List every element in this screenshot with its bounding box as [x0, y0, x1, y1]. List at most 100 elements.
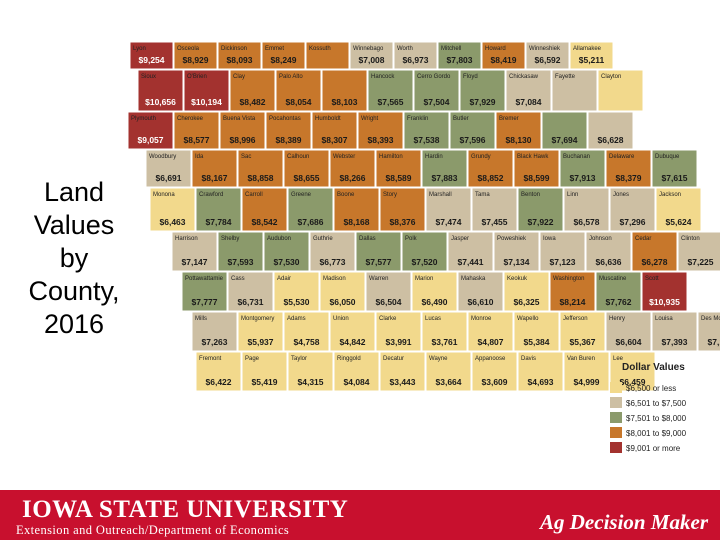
county-name: Osceola	[177, 46, 200, 52]
brand-logo: Ag Decision Maker	[540, 510, 708, 534]
county-value: $7,504	[424, 97, 450, 107]
county-name: Davis	[521, 356, 536, 362]
legend-label: $7,501 to $8,000	[626, 414, 687, 423]
county-shape	[329, 311, 376, 352]
county-name: Webster	[333, 154, 355, 160]
county-shape	[129, 41, 174, 70]
county-shape	[471, 351, 518, 392]
county-value: $8,093	[227, 55, 253, 65]
county-name: Ringgold	[337, 356, 361, 362]
county-value: $7,263	[202, 337, 228, 347]
county-value: $7,913	[570, 173, 596, 183]
county-value: $8,168	[344, 217, 370, 227]
county-shape	[283, 311, 330, 352]
footer-banner: IOWA STATE UNIVERSITY Extension and Outr…	[0, 490, 720, 540]
county-name: Cerro Gordo	[417, 74, 451, 80]
county-name: Polk	[405, 236, 418, 242]
county-map-svg: Lyon $9,254 Osceola $8,929 Dickinson $8,093 Em…	[127, 41, 720, 453]
county-value: $8,393	[368, 135, 394, 145]
county-value: $6,278	[642, 257, 668, 267]
county-name: Johnson	[589, 236, 612, 242]
county-shape	[171, 231, 218, 272]
county-name: Floyd	[463, 74, 478, 80]
county-value: $10,935	[649, 297, 680, 307]
legend-label: $6,500 or less	[626, 384, 676, 393]
county-name: Adams	[287, 316, 306, 322]
county-value: $3,443	[390, 377, 416, 387]
county-shape	[563, 187, 610, 232]
county-name: Franklin	[407, 116, 428, 122]
county-shape	[149, 187, 196, 232]
county-name: Calhoun	[287, 154, 309, 160]
county-value: $8,266	[340, 173, 366, 183]
county-value: $7,922	[528, 217, 554, 227]
county-value: $4,315	[298, 377, 324, 387]
county-name: Delaware	[609, 154, 635, 160]
county-value: $7,596	[460, 135, 486, 145]
county-shape	[585, 231, 632, 272]
county-shape	[559, 149, 606, 188]
county-shape	[375, 149, 422, 188]
county-shape	[173, 41, 218, 70]
county-shape	[321, 69, 368, 112]
county-shape	[401, 231, 448, 272]
county-value: $6,422	[206, 377, 232, 387]
county-name: Dubuque	[655, 154, 680, 160]
county-name: Jackson	[659, 192, 681, 198]
county-value: $8,307	[322, 135, 348, 145]
county-shape	[195, 187, 242, 232]
county-name: Pocahontas	[269, 116, 301, 122]
county-shape	[145, 149, 192, 188]
county-value: $6,636	[596, 257, 622, 267]
county-name: Jefferson	[563, 316, 588, 322]
county-shape	[495, 111, 542, 150]
county-value: $7,883	[432, 173, 458, 183]
county-value: $7,694	[552, 135, 578, 145]
county-shape	[677, 231, 720, 272]
county-shape	[183, 69, 230, 112]
title-line: Values	[33, 210, 115, 240]
county-shape	[261, 41, 306, 70]
county-value: $8,929	[183, 55, 209, 65]
county-name: Taylor	[291, 356, 307, 362]
county-name: Chickasaw	[509, 74, 539, 80]
county-shape	[287, 187, 334, 232]
county-value: $7,225	[688, 257, 714, 267]
county-shape	[333, 187, 380, 232]
county-shape	[379, 351, 426, 392]
county-value: $8,249	[271, 55, 297, 65]
county-shape	[367, 69, 414, 112]
county-shape	[287, 351, 334, 392]
county-shape	[631, 231, 678, 272]
county-shape	[241, 351, 288, 392]
county-name: Carroll	[245, 192, 263, 198]
county-name: Plymouth	[131, 116, 156, 122]
county-value: $3,664	[436, 377, 462, 387]
county-shape	[311, 111, 358, 150]
iowa-county-map: Lyon $9,254 Osceola $8,929 Dickinson $8,093 Em…	[126, 40, 720, 462]
county-value: $5,624	[666, 217, 692, 227]
county-shape	[237, 311, 284, 352]
county-value: $8,130	[506, 135, 532, 145]
county-name: Greene	[291, 192, 312, 198]
legend-swatch	[610, 382, 622, 393]
county-shape	[319, 271, 366, 312]
county-value: $8,589	[386, 173, 412, 183]
county-shape	[651, 311, 698, 352]
county-shape	[481, 41, 526, 70]
county-name: Crawford	[199, 192, 223, 198]
county-value: $7,538	[414, 135, 440, 145]
county-shape	[549, 271, 596, 312]
county-name: Scott	[645, 276, 659, 282]
county-shape	[227, 271, 274, 312]
county-shape	[263, 231, 310, 272]
county-value: $8,054	[286, 97, 312, 107]
county-shape	[265, 111, 312, 150]
county-value: $8,542	[252, 217, 278, 227]
county-shape	[655, 187, 702, 232]
county-name: Boone	[337, 192, 355, 198]
county-name: Union	[333, 316, 349, 322]
county-shape	[605, 311, 652, 352]
county-name: Hamilton	[379, 154, 403, 160]
county-value: $8,376	[390, 217, 416, 227]
